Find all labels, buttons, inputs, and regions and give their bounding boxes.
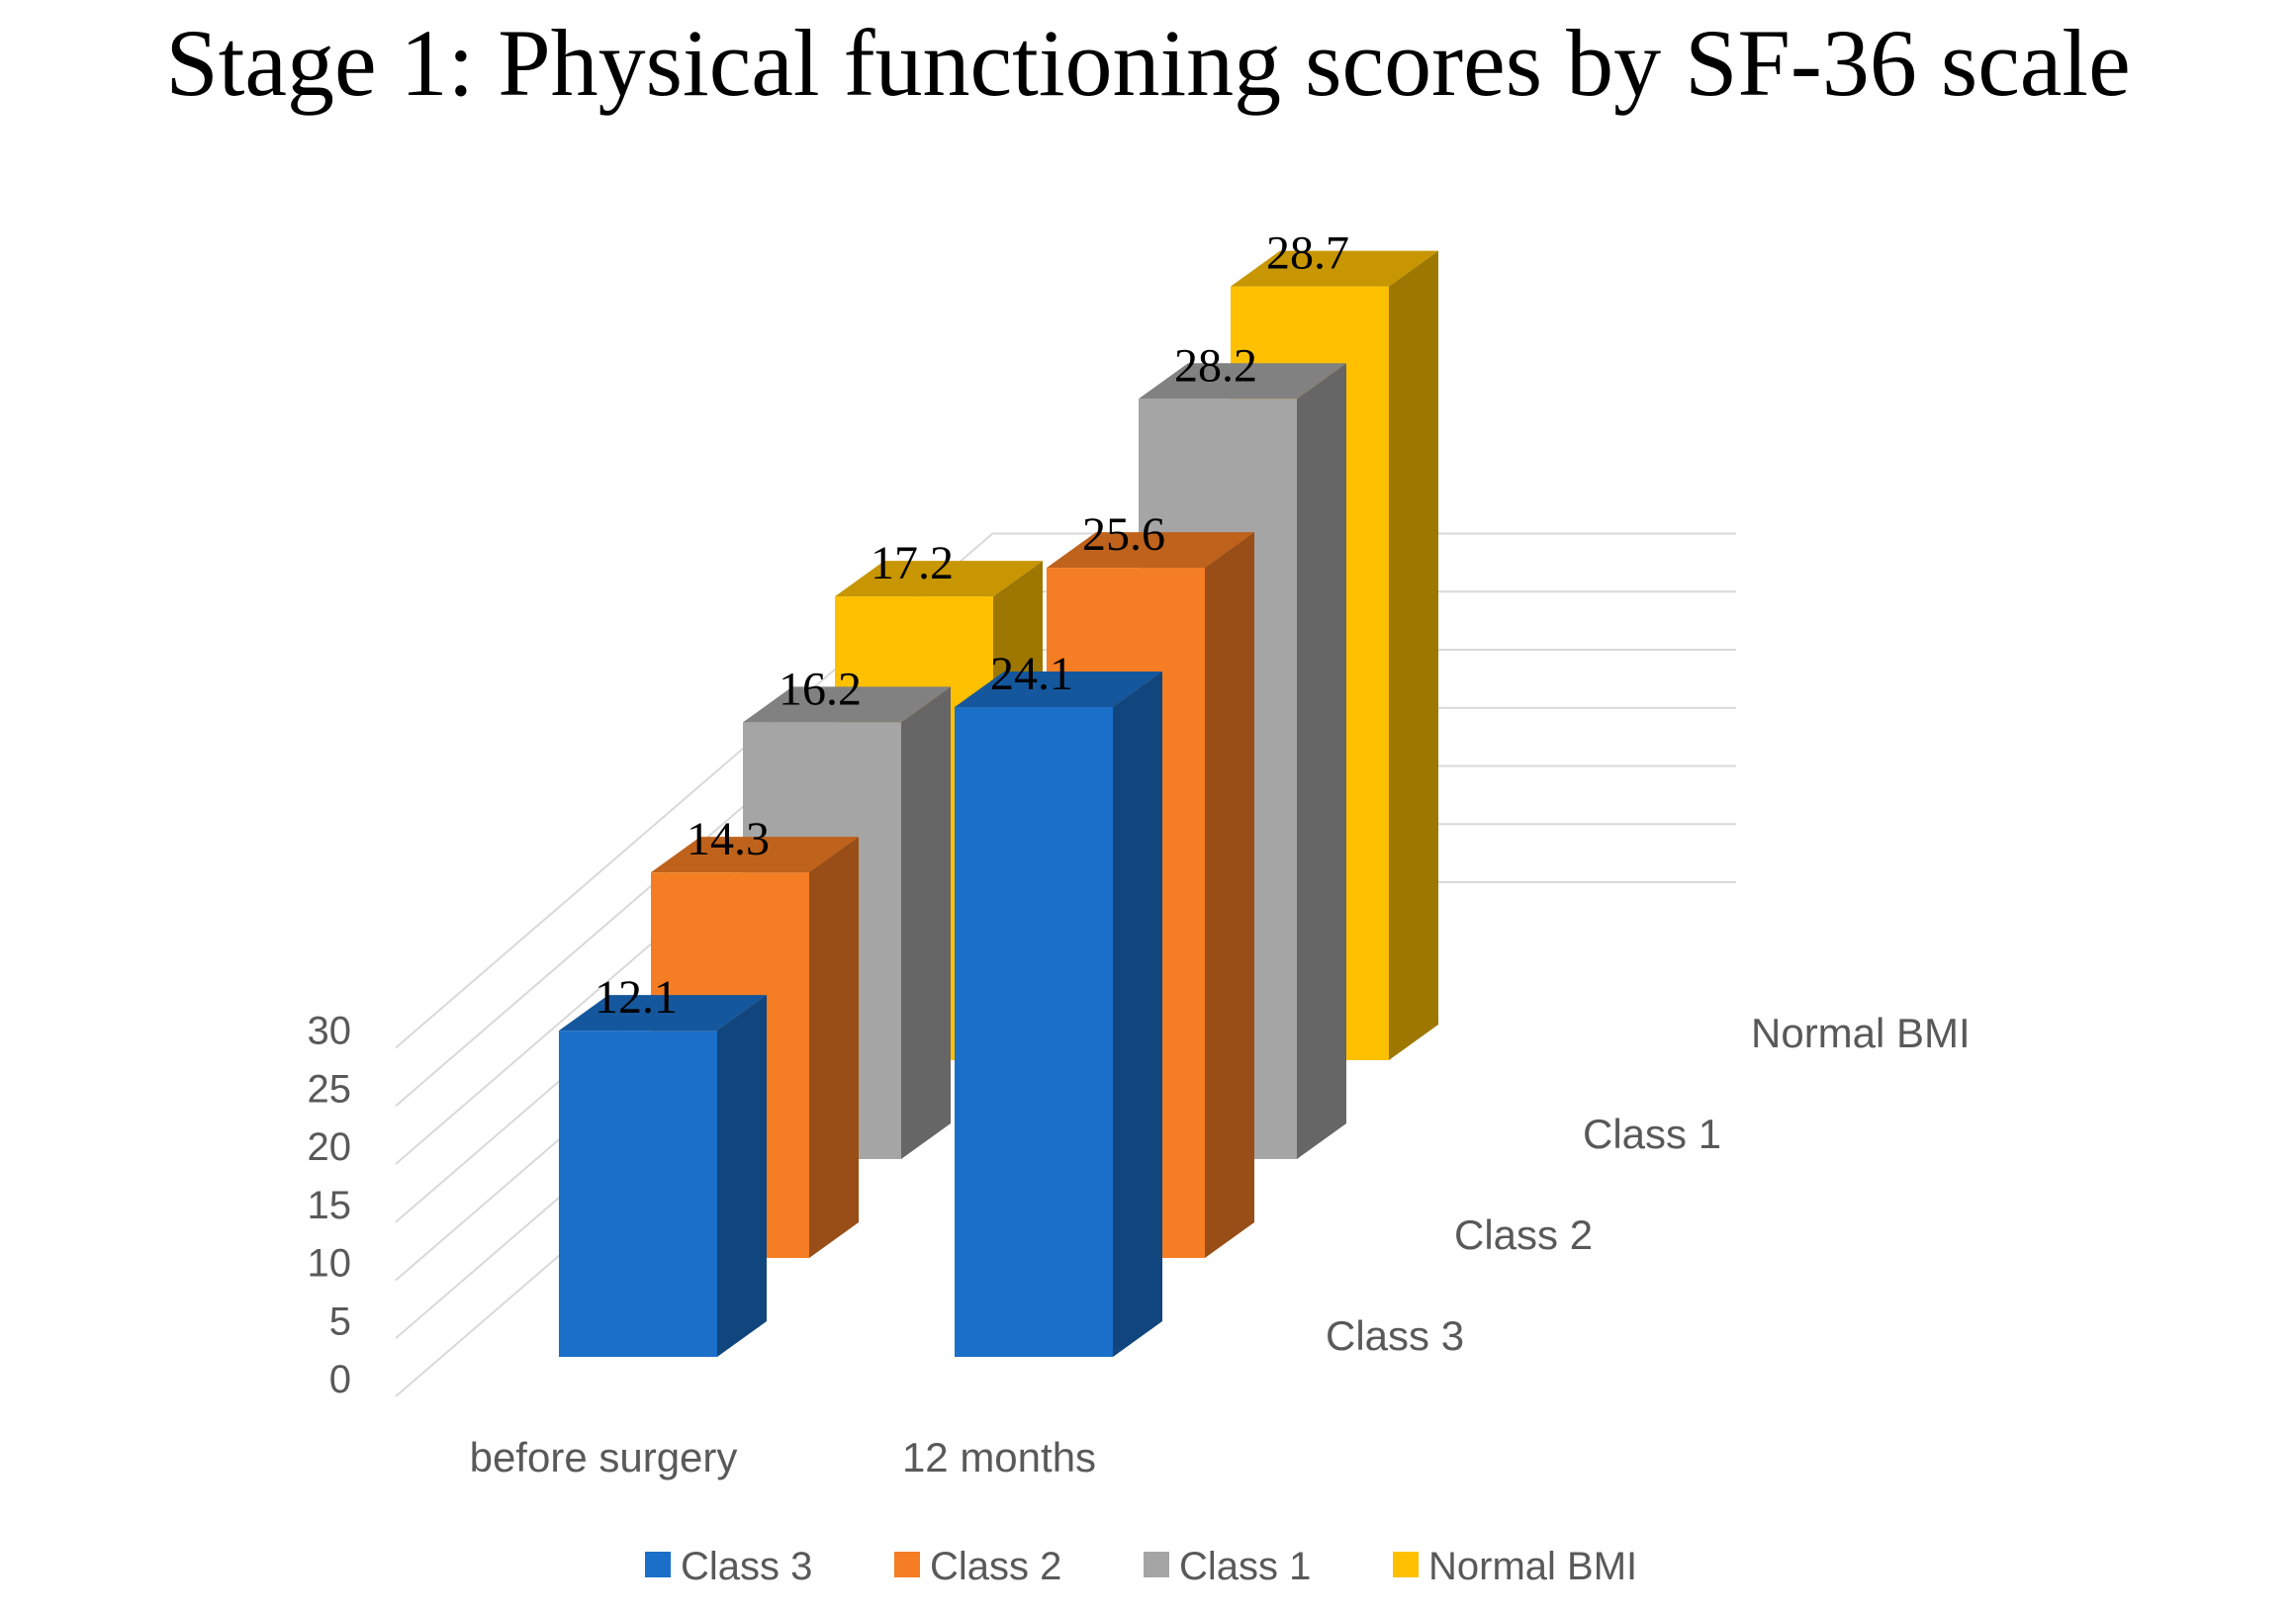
data-label: 12.1 [595, 971, 678, 1024]
bar [559, 995, 767, 1357]
bar-top [743, 686, 951, 723]
legend-swatch [645, 1552, 671, 1577]
bar-side [809, 837, 859, 1258]
category-label: 12 months [902, 1434, 1096, 1480]
chart-title: Stage 1: Physical functioning scores by … [165, 10, 2131, 116]
bar-top [835, 561, 1043, 597]
y-axis-ticks: 0 5 10 15 20 25 30 [308, 1010, 352, 1402]
depth-labels: Class 3 Class 2 Class 1 Normal BMI [1326, 1010, 1971, 1359]
data-label: 24.1 [990, 648, 1073, 700]
depth-label: Class 2 [1454, 1211, 1593, 1258]
bar-side [1113, 672, 1162, 1357]
category-labels: before surgery 12 months [470, 1434, 1096, 1480]
y-tick-label: 20 [308, 1125, 352, 1169]
y-tick-label: 0 [329, 1358, 351, 1401]
data-label: 28.2 [1174, 339, 1257, 392]
bar-top [1231, 250, 1438, 287]
depth-label: Normal BMI [1751, 1010, 1971, 1056]
bars [559, 250, 1438, 1357]
legend-item: Class 2 [894, 1545, 1061, 1588]
legend-swatch [1144, 1552, 1169, 1577]
legend-label: Class 1 [1179, 1545, 1311, 1588]
legend: Class 3 Class 2 Class 1 Normal BMI [645, 1545, 1637, 1588]
data-label: 14.3 [687, 813, 770, 865]
data-label: 16.2 [779, 663, 862, 715]
bar-side [901, 686, 951, 1159]
legend-item: Class 3 [645, 1545, 812, 1588]
depth-label: Class 1 [1583, 1111, 1721, 1157]
bar-side [1297, 363, 1346, 1159]
data-label: 28.7 [1266, 227, 1349, 280]
legend-item: Class 1 [1144, 1545, 1311, 1588]
bar-side [717, 995, 767, 1357]
bar-top [559, 995, 767, 1031]
y-tick-label: 30 [308, 1010, 352, 1053]
legend-label: Class 2 [930, 1545, 1061, 1588]
bar-top [1047, 532, 1254, 569]
bar-top [955, 672, 1162, 708]
depth-label: Class 3 [1326, 1312, 1464, 1359]
bar-front [559, 1031, 717, 1357]
legend-label: Class 3 [681, 1545, 812, 1588]
category-label: before surgery [470, 1434, 738, 1480]
data-labels: 17.2 28.7 16.2 28.2 14.3 25.6 12.1 24.1 [595, 227, 1349, 1025]
legend-swatch [894, 1552, 920, 1577]
y-tick-label: 25 [308, 1067, 352, 1111]
y-tick-label: 15 [308, 1184, 352, 1227]
data-label: 17.2 [871, 537, 954, 589]
data-label: 25.6 [1082, 508, 1165, 561]
bar-front [955, 707, 1113, 1357]
bar-side [1205, 532, 1254, 1258]
legend-label: Normal BMI [1428, 1545, 1637, 1588]
bar-top [1139, 363, 1346, 400]
legend-swatch [1393, 1552, 1419, 1577]
bar [955, 672, 1162, 1357]
bar-top [651, 837, 859, 873]
legend-item: Normal BMI [1393, 1545, 1637, 1588]
y-tick-label: 5 [329, 1299, 351, 1343]
bar-side [1389, 250, 1438, 1060]
y-tick-label: 10 [308, 1242, 352, 1286]
